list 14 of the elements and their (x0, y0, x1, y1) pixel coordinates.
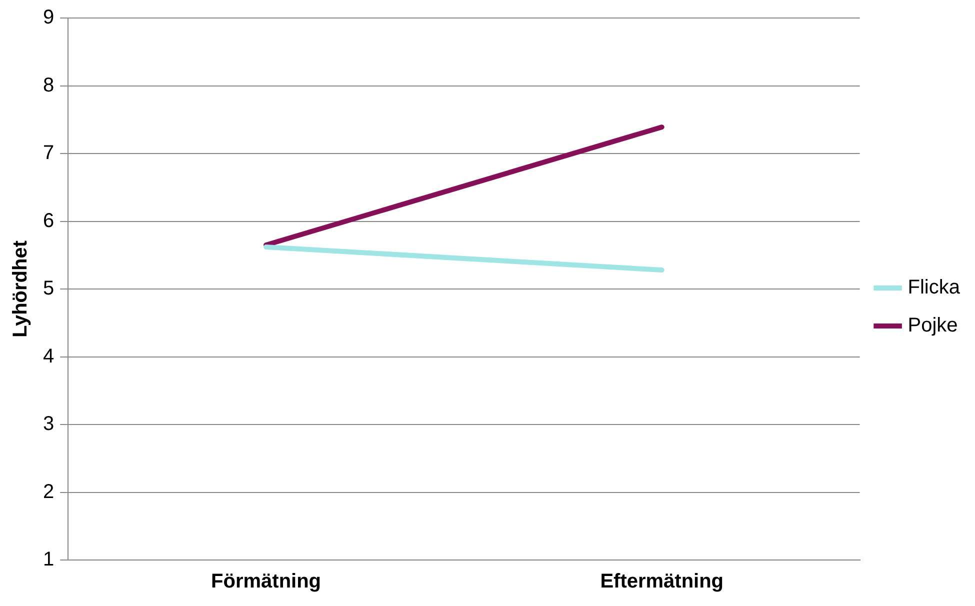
y-tick-label: 4 (43, 345, 54, 368)
y-tick-label: 3 (43, 413, 54, 436)
y-tick-label: 5 (43, 278, 54, 300)
y-tick-label: 8 (43, 74, 54, 96)
y-tick-label: 6 (43, 210, 54, 232)
legend-label: Pojke (908, 314, 958, 337)
y-tick-label: 9 (43, 6, 54, 29)
y-tick-label: 7 (43, 142, 54, 164)
x-tick-label: Förmätning (211, 570, 322, 593)
y-tick-label: 2 (43, 480, 54, 503)
x-tick-label: Eftermätning (600, 570, 724, 593)
y-axis-title: Lyhördhet (10, 240, 32, 338)
y-tick-label: 1 (43, 548, 54, 571)
legend-label: Flicka (908, 276, 961, 299)
